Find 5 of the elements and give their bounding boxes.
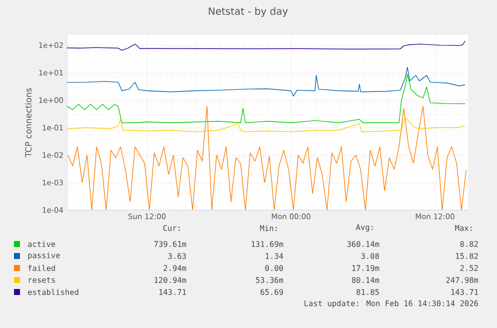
line-series: [67, 116, 466, 132]
line-series: [67, 40, 466, 51]
line-series: [67, 66, 466, 96]
y-axis-title: TCP connections: [24, 88, 32, 158]
chart-title: Netstat - by day: [208, 7, 288, 17]
